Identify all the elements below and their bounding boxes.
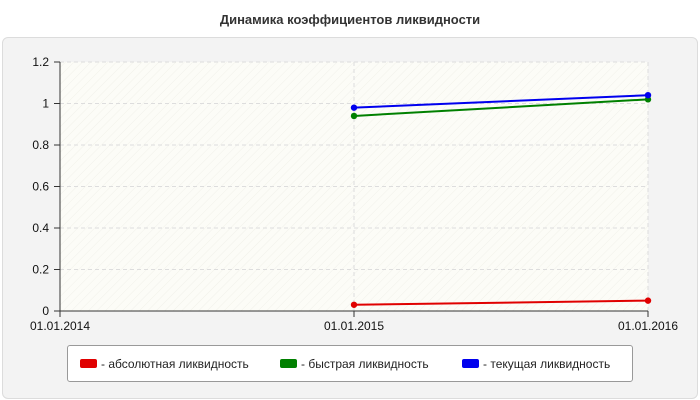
- series-line-1: [353, 98, 649, 117]
- legend-label-absolute: - абсолютная ликвидность: [101, 356, 249, 371]
- y-tick-label: 0.4: [32, 221, 49, 235]
- y-tick-label: 1: [42, 97, 49, 111]
- legend-label-quick: - быстрая ликвидность: [301, 356, 429, 371]
- legend-item-quick[interactable]: - быстрая ликвидность: [280, 346, 429, 381]
- x-tick-label: 01.01.2016: [618, 319, 678, 333]
- legend-swatch-absolute: [80, 359, 97, 368]
- legend-label-current: - текущая ликвидность: [483, 356, 611, 371]
- legend-swatch-quick: [280, 359, 297, 368]
- y-tick-label: 0.2: [32, 263, 49, 277]
- x-tick-label: 01.01.2014: [30, 319, 90, 333]
- legend-item-current[interactable]: - текущая ликвидность: [462, 346, 610, 381]
- legend-item-absolute[interactable]: - абсолютная ликвидность: [80, 346, 249, 381]
- y-tick-label: 0.6: [32, 180, 49, 194]
- chart-title: Динамика коэффициентов ликвидности: [219, 12, 481, 27]
- y-tick-label: 0.8: [32, 138, 49, 152]
- series-line-2: [353, 94, 649, 109]
- series-line-0: [353, 299, 649, 306]
- y-tick-label: 0: [42, 304, 49, 318]
- legend-swatch-current: [462, 359, 479, 368]
- y-tick-label: 1.2: [32, 55, 49, 69]
- legend: - абсолютная ликвидность - быстрая ликви…: [67, 345, 633, 382]
- data-point-series-2[interactable]: [350, 104, 358, 111]
- x-tick-label: 01.01.2015: [324, 319, 384, 333]
- data-point-series-2[interactable]: [644, 92, 652, 99]
- data-point-series-0[interactable]: [350, 301, 358, 308]
- data-point-series-0[interactable]: [644, 297, 652, 304]
- data-point-series-1[interactable]: [350, 112, 358, 120]
